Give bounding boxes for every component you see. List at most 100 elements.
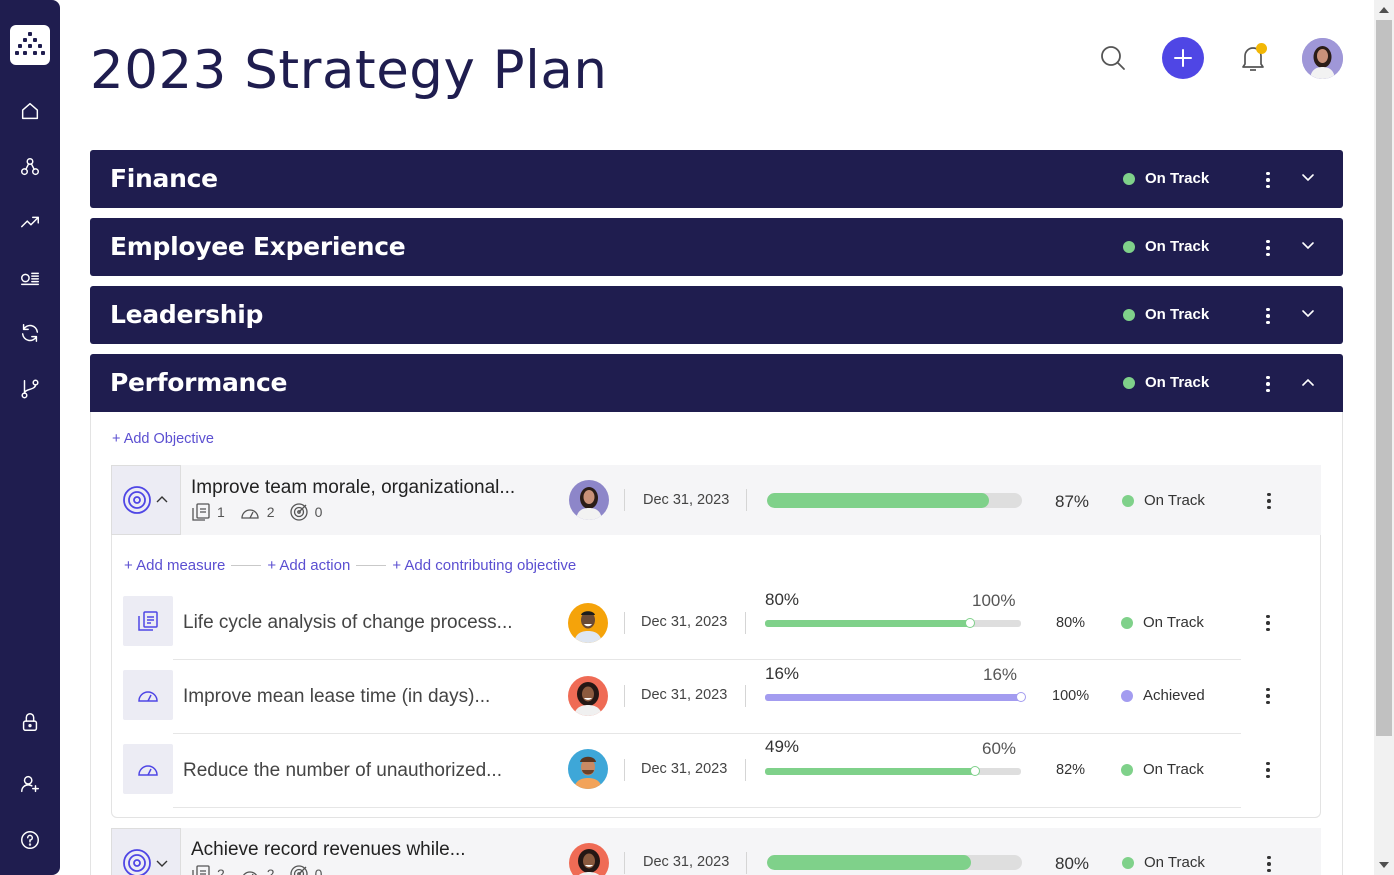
owner-avatar[interactable] [568,603,608,643]
owner-avatar[interactable] [568,676,608,716]
add-action-link[interactable]: + Add action [267,557,351,574]
home-icon[interactable] [18,99,42,123]
gauge-icon [123,670,173,720]
more-options-icon[interactable] [1260,304,1276,328]
notifications-button[interactable] [1234,40,1272,76]
objective-toggle[interactable] [111,465,181,535]
category-performance[interactable]: Performance On Track [90,354,1343,412]
trend-icon[interactable] [18,210,42,234]
sync-icon[interactable] [18,321,42,345]
status-dot [1123,240,1135,253]
sidebar [0,0,60,875]
lock-icon[interactable] [18,710,42,734]
status-badge: On Track [1123,306,1209,323]
objective-meta: 1 2 0 [191,502,322,522]
scrollbar-thumb[interactable] [1376,20,1392,736]
status-dot [1123,376,1135,389]
more-options-icon[interactable] [1261,489,1277,513]
add-links: + Add measure + Add action + Add contrib… [124,557,576,574]
due-date: Dec 31, 2023 [643,492,730,508]
owner-avatar[interactable] [568,749,608,789]
more-options-icon[interactable] [1261,852,1277,875]
target-icon [289,865,308,875]
status-badge: On Track [1122,492,1205,509]
status-dot [1121,763,1133,776]
actions-count: 2 [266,866,275,875]
category-finance[interactable]: Finance On Track [90,150,1343,208]
hierarchy-icon[interactable] [18,155,42,179]
more-options-icon[interactable] [1260,236,1276,260]
category-employee-experience[interactable]: Employee Experience On Track [90,218,1343,276]
more-options-icon[interactable] [1260,168,1276,192]
progress-handle [1016,692,1026,702]
category-title: Leadership [110,300,264,329]
status-badge: Achieved [1121,687,1205,704]
measure-row[interactable]: Improve mean lease time (in days)... Dec… [123,660,1270,734]
chevron-down-icon[interactable] [1298,304,1318,324]
objective-toggle[interactable] [111,828,181,875]
status-label: On Track [1145,238,1210,255]
progress-fill [767,855,971,870]
progress-handle [969,766,980,776]
measure-progress-fill [765,694,1021,701]
add-measure-link[interactable]: + Add measure [124,557,226,574]
app-logo[interactable] [10,25,50,65]
objective-row[interactable]: Improve team morale, organizational... 1… [111,465,1321,535]
measure-row[interactable]: Life cycle analysis of change process...… [123,586,1270,660]
gauge-icon [241,509,259,519]
progress-percent: 87% [1055,492,1090,511]
add-user-icon[interactable] [18,772,42,796]
progress-percent: 80% [1055,854,1090,873]
add-button[interactable] [1162,37,1204,79]
contributing-count: 0 [314,504,323,520]
chevron-up-icon[interactable] [1298,372,1318,392]
measure-row[interactable]: Reduce the number of unauthorized... Dec… [123,734,1270,808]
status-label: Achieved [1143,687,1205,704]
status-label: On Track [1145,306,1210,323]
measure-title: Improve mean lease time (in days)... [183,686,491,707]
more-options-icon[interactable] [1260,611,1276,635]
measure-progress-track [765,618,1021,628]
progress-handle [964,618,975,628]
scrollbar[interactable] [1374,0,1394,875]
status-badge: On Track [1122,854,1205,871]
target-value: 100% [972,591,1016,610]
progress-fill [767,493,989,508]
more-options-icon[interactable] [1260,758,1276,782]
actions-count: 2 [266,504,275,520]
category-leadership[interactable]: Leadership On Track [90,286,1343,344]
help-icon[interactable] [18,828,42,852]
divider [745,685,746,707]
owner-avatar[interactable] [569,480,609,520]
search-button[interactable] [1096,40,1130,76]
more-options-icon[interactable] [1260,684,1276,708]
status-dot [1122,494,1134,507]
page-title: 2023 Strategy Plan [90,40,608,101]
scroll-up-icon[interactable] [1379,7,1389,13]
divider [624,759,625,781]
more-options-icon[interactable] [1260,372,1276,396]
chevron-down-icon[interactable] [1298,168,1318,188]
divider [624,489,625,511]
measure-progress-fill [765,768,975,775]
row-divider [173,659,1241,660]
divider [624,852,625,874]
add-objective-link[interactable]: + Add Objective [112,431,214,447]
add-contributing-objective-link[interactable]: + Add contributing objective [392,557,577,574]
status-label: On Track [1143,614,1204,631]
measure-title: Reduce the number of unauthorized... [183,760,502,781]
current-value: 16% [765,664,800,683]
status-label: On Track [1143,761,1204,778]
progress-percent: 100% [1052,688,1090,704]
objective-row[interactable]: Achieve record revenues while... 2 2 0 D… [111,828,1321,875]
branch-icon[interactable] [18,377,42,401]
target-value: 60% [982,739,1017,758]
list-icon[interactable] [18,266,42,290]
chevron-down-icon[interactable] [1298,236,1318,256]
status-dot [1121,689,1133,702]
owner-avatar[interactable] [569,843,609,875]
scroll-down-icon[interactable] [1379,862,1389,868]
current-value: 49% [765,737,800,756]
user-avatar[interactable] [1302,38,1343,79]
gauge-icon [123,744,173,794]
